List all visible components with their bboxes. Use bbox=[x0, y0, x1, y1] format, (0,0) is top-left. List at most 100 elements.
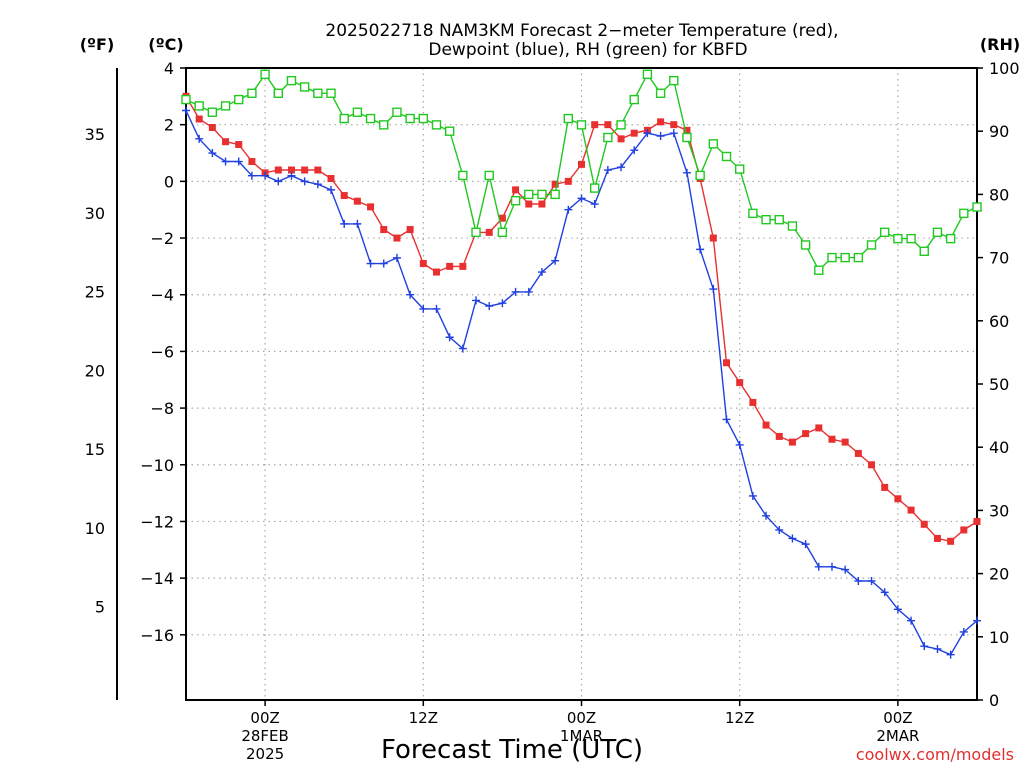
dewpoint-point bbox=[445, 333, 454, 342]
dewpoint-point bbox=[340, 219, 349, 228]
rh-point bbox=[800, 240, 811, 250]
temperature-point bbox=[525, 200, 533, 208]
dewpoint-point bbox=[946, 650, 955, 659]
rh-point bbox=[339, 113, 349, 124]
rh-point bbox=[418, 113, 428, 124]
rh-point bbox=[273, 88, 283, 98]
dewpoint-point bbox=[353, 219, 362, 228]
rh-point bbox=[945, 233, 956, 244]
rh-point bbox=[721, 151, 732, 162]
celsius-tick-label: −2 bbox=[150, 229, 174, 248]
x-tick-label: 12Z bbox=[725, 709, 754, 727]
rh-tick-label: 30 bbox=[989, 501, 1009, 520]
chart-title: 2025022718 NAM3KM Forecast 2−meter Tempe… bbox=[325, 21, 838, 41]
celsius-tick-label: 0 bbox=[164, 172, 174, 191]
dewpoint-point bbox=[643, 129, 652, 138]
temperature-point bbox=[551, 180, 559, 188]
temperature-point bbox=[973, 517, 981, 525]
rh-tick-label: 50 bbox=[989, 375, 1009, 394]
fahrenheit-tick-label: 35 bbox=[85, 125, 105, 144]
celsius-tick-label: 2 bbox=[164, 116, 174, 135]
rh-tick-label: 90 bbox=[989, 122, 1009, 141]
temperature-point bbox=[828, 435, 836, 443]
fahrenheit-tick-label: 20 bbox=[85, 361, 105, 380]
rh-point bbox=[761, 214, 771, 225]
fahrenheit-tick-label: 30 bbox=[85, 204, 105, 223]
temperature-point bbox=[775, 432, 783, 440]
x-tick-label: 00Z bbox=[250, 709, 279, 727]
temperature-point bbox=[406, 226, 414, 234]
temperature-point bbox=[736, 379, 744, 387]
rh-tick-label: 10 bbox=[989, 628, 1009, 647]
temperature-point bbox=[578, 160, 585, 168]
temperature-point bbox=[432, 268, 440, 276]
dewpoint-point bbox=[379, 259, 388, 268]
rh-point bbox=[326, 88, 336, 98]
tick-labels: 420−2−4−6−8−10−12−14−1635302520151051009… bbox=[85, 59, 1020, 763]
x-tick-label: 2MAR bbox=[876, 727, 919, 745]
dewpoint-point bbox=[406, 290, 415, 299]
rh-point bbox=[735, 164, 745, 174]
rh-point bbox=[669, 75, 679, 86]
temperature-point bbox=[841, 438, 849, 446]
rh-point bbox=[880, 227, 890, 238]
rh-point bbox=[959, 208, 969, 219]
rh-unit-label: (RH) bbox=[980, 35, 1020, 54]
axes bbox=[116, 67, 983, 706]
dewpoint-point bbox=[682, 168, 691, 177]
dewpoint-point bbox=[827, 562, 836, 571]
temperature-point bbox=[327, 175, 335, 183]
dewpoint-point bbox=[748, 491, 757, 500]
temperature-point bbox=[683, 126, 691, 134]
temperature-point bbox=[485, 228, 493, 236]
rh-point bbox=[207, 107, 218, 117]
rh-point bbox=[524, 189, 534, 200]
temperature-point bbox=[208, 124, 216, 132]
series-layer bbox=[181, 69, 982, 659]
dewpoint-point bbox=[735, 440, 744, 449]
temperature-point bbox=[802, 430, 810, 438]
temperature-point bbox=[947, 537, 955, 545]
rh-point bbox=[748, 208, 758, 219]
dewpoint-point bbox=[195, 134, 204, 143]
temperature-point bbox=[419, 260, 427, 268]
chart-subtitle: Dewpoint (blue), RH (green) for KBFD bbox=[428, 40, 747, 60]
rh-point bbox=[603, 132, 613, 143]
dewpoint-point bbox=[880, 588, 889, 597]
rh-point bbox=[352, 107, 363, 117]
temperature-point bbox=[380, 226, 388, 234]
dewpoint-point bbox=[590, 200, 599, 209]
rh-point bbox=[972, 202, 982, 212]
x-tick-label: 28FEB bbox=[241, 727, 288, 745]
temperature-point bbox=[314, 166, 322, 174]
dewpoint-point bbox=[617, 163, 626, 172]
dewpoint-point bbox=[867, 576, 876, 585]
rh-point bbox=[497, 227, 508, 238]
dewpoint-point bbox=[959, 627, 968, 636]
fahrenheit-tick-label: 25 bbox=[85, 283, 105, 302]
x-tick-label: 00Z bbox=[567, 709, 596, 727]
credit-label: coolwx.com/models bbox=[856, 745, 1014, 764]
temperature-point bbox=[933, 534, 941, 542]
rh-point bbox=[827, 252, 837, 263]
celsius-tick-label: −4 bbox=[150, 286, 174, 305]
x-tick-label: 2025 bbox=[246, 745, 284, 763]
rh-point bbox=[484, 170, 494, 181]
rh-point bbox=[893, 233, 903, 244]
temperature-point bbox=[617, 135, 625, 143]
celsius-tick-label: −10 bbox=[140, 456, 174, 475]
dewpoint-point bbox=[221, 157, 230, 166]
temperature-point bbox=[788, 438, 796, 446]
dewpoint-point bbox=[775, 525, 784, 534]
rh-point bbox=[853, 252, 864, 263]
dewpoint-point bbox=[511, 287, 520, 296]
rh-point bbox=[510, 196, 521, 206]
rh-point bbox=[365, 113, 376, 124]
rh-tick-label: 100 bbox=[989, 59, 1020, 78]
dewpoint-point bbox=[920, 642, 929, 651]
temperature-point bbox=[920, 520, 928, 528]
dewpoint-point bbox=[788, 534, 797, 543]
rh-point bbox=[695, 170, 705, 181]
temperature-point bbox=[564, 177, 572, 185]
rh-point bbox=[682, 132, 692, 143]
